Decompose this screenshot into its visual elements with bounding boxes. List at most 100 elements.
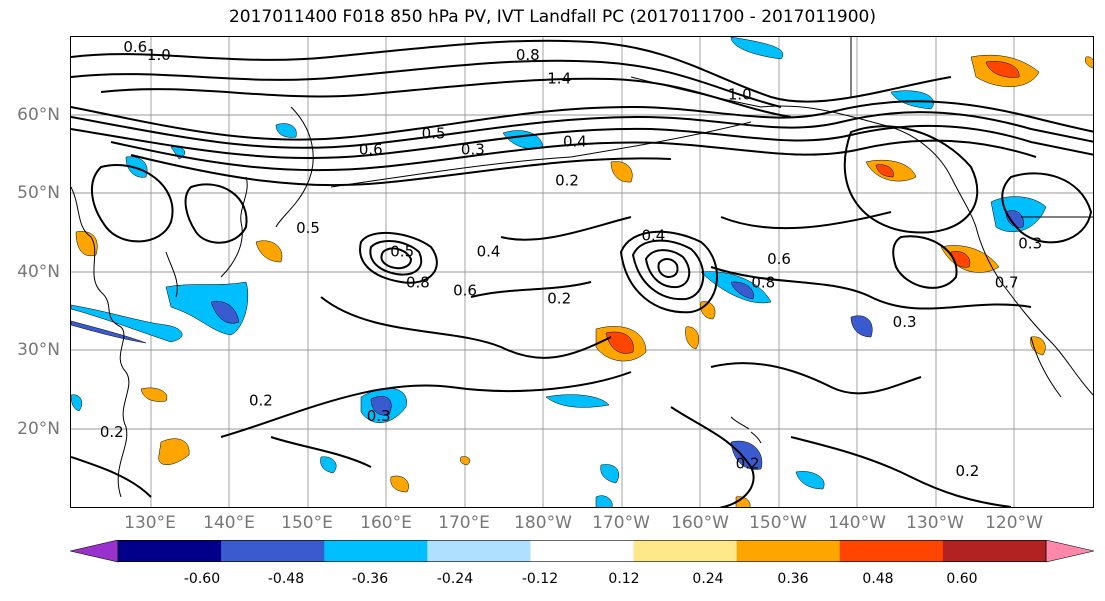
shade-positive-subtropics-6 [390,475,409,493]
lon-label-170w: 170°W [592,513,650,533]
contour-label: 0.2 [547,289,571,307]
contour-label: 0.5 [296,219,320,237]
colorbar-tick-pos-036: 0.36 [777,571,809,587]
shade-negative-subtropics-3 [730,440,763,470]
lon-label-160e: 160°E [360,513,412,533]
lon-label-130w: 130°W [906,513,964,533]
contour-sub-4 [790,436,1012,507]
contour-label: 0.3 [893,313,917,331]
coastline-kamchatka [275,106,314,228]
contour-label: 0.6 [767,250,791,268]
contour-label: 0.6 [453,282,477,300]
colorbar-segment [118,540,222,562]
colorbar-tick-neg-036: -0.36 [351,571,389,587]
shade-negative-east-asia [71,304,183,343]
coastline-japan [220,176,248,278]
lat-label-20: 20°N [17,419,60,439]
colorbar-tick-pos-060: 0.60 [946,571,978,587]
contour-sub-6 [270,436,372,468]
contour-low-east [619,230,718,314]
shade-strong-negative-subtropics-1 [370,396,392,416]
graticule [71,37,1093,507]
contour-north-2 [71,59,782,108]
contour-ne-loop-2 [892,235,958,289]
colorbar-tick-neg-024: -0.24 [436,571,474,587]
lon-label-170e: 170°E [438,513,490,533]
colorbar-tick-neg-060: -0.60 [183,571,221,587]
contour-mid-2 [710,362,922,395]
contour-label: 1.0 [147,46,171,64]
contour-label: 0.3 [367,407,391,425]
shade-negative-subtropics-8 [595,495,613,507]
contour-label: 0.2 [736,454,760,472]
colorbar-segment [221,540,325,562]
shade-positive-subtropics-7 [1030,336,1046,356]
contour-wide-2 [220,371,632,438]
map-title: 2017011400 F018 850 hPa PV, IVT Landfall… [228,7,876,27]
shade-strong-negative-central-pacific [730,281,754,300]
colorbar-segments [70,540,1094,563]
shade-positive-subtropics-2 [685,326,700,350]
lon-label-140e: 140°E [203,513,255,533]
colorbar-segment [324,540,428,562]
contour-label: 0.4 [563,132,587,150]
contour-labels: 0.6 1.0 0.81.41.00.5 0.40.30.60.20.40.50.5 0… [100,38,1042,480]
lat-label-60: 60°N [17,105,60,125]
shade-positive-california [940,245,1000,273]
shade-strong-negative-japan [210,301,240,324]
shade-negative-japan [165,281,249,336]
contour-label: 1.4 [547,70,571,88]
shaded-regions [71,37,1093,507]
shade-negative-subtropics-5 [795,471,825,490]
contour-jet-5 [130,154,672,187]
lat-label-40: 40°N [17,262,60,282]
shade-negative-north-pacific-2 [275,123,297,138]
contour-ne-loop [843,125,979,234]
colorbar-tick-pos-048: 0.48 [862,571,894,587]
contour-label: 0.3 [1018,234,1042,252]
colorbar-segment [839,540,944,562]
shade-negative-subtropics-2 [545,394,610,408]
colorbar-segment [427,540,531,562]
lon-label-120w: 120°W [985,513,1043,533]
map-panel: 0.6 1.0 0.8 1.4 1.0 0.5 0.4 0.3 0.6 0.2 0.4 0.5 0.5 0… [70,36,1094,508]
lon-label-160w: 160°W [671,513,729,533]
shade-strong-negative-pnw [1005,210,1024,228]
contour-north-1 [71,39,952,103]
contour-jet-1 [71,100,1093,141]
contour-label: 0.4 [477,242,501,260]
lon-label-140w: 140°W [828,513,886,533]
contour-label: 0.8 [516,46,540,64]
contour-jet-4 [110,139,1037,172]
colorbar-tick-pos-012: 0.12 [608,571,640,587]
contour-label: 0.2 [955,462,979,480]
contour-mid-1 [470,281,592,298]
coastline-north-america [950,176,1093,396]
contour-label: 1.0 [728,85,752,103]
contour-north-3 [100,77,792,118]
contour-sub-1 [500,216,632,241]
contour-label: 0.5 [390,242,414,260]
contour-low-center-3 [380,247,413,270]
pv-contours [71,39,1093,507]
contour-sub-3 [670,406,755,507]
coastline-korea [165,251,178,298]
lon-label-150e: 150°E [281,513,333,533]
lon-label-180w: 180°W [514,513,572,533]
contour-label: 0.7 [995,274,1019,292]
shade-strong-positive-canada [985,61,1020,78]
coastline-aleutians [330,121,752,188]
shade-strong-negative-east-asia [71,320,147,344]
coastline-east-asia [71,186,130,498]
coastlines [71,37,1093,498]
shade-positive-subtropics-10 [1085,56,1093,69]
contour-label: 0.2 [100,423,124,441]
lon-label-130e: 130°E [124,513,176,533]
coastline-hawaii [730,416,762,444]
colorbar-segment [736,540,841,562]
colorbar-segment [633,540,738,562]
shade-positive-japan-sea [255,240,283,263]
shade-negative-yellow-sea [125,156,148,178]
contour-wide-1 [320,296,612,359]
shade-negative-subtropics-6 [600,464,619,484]
